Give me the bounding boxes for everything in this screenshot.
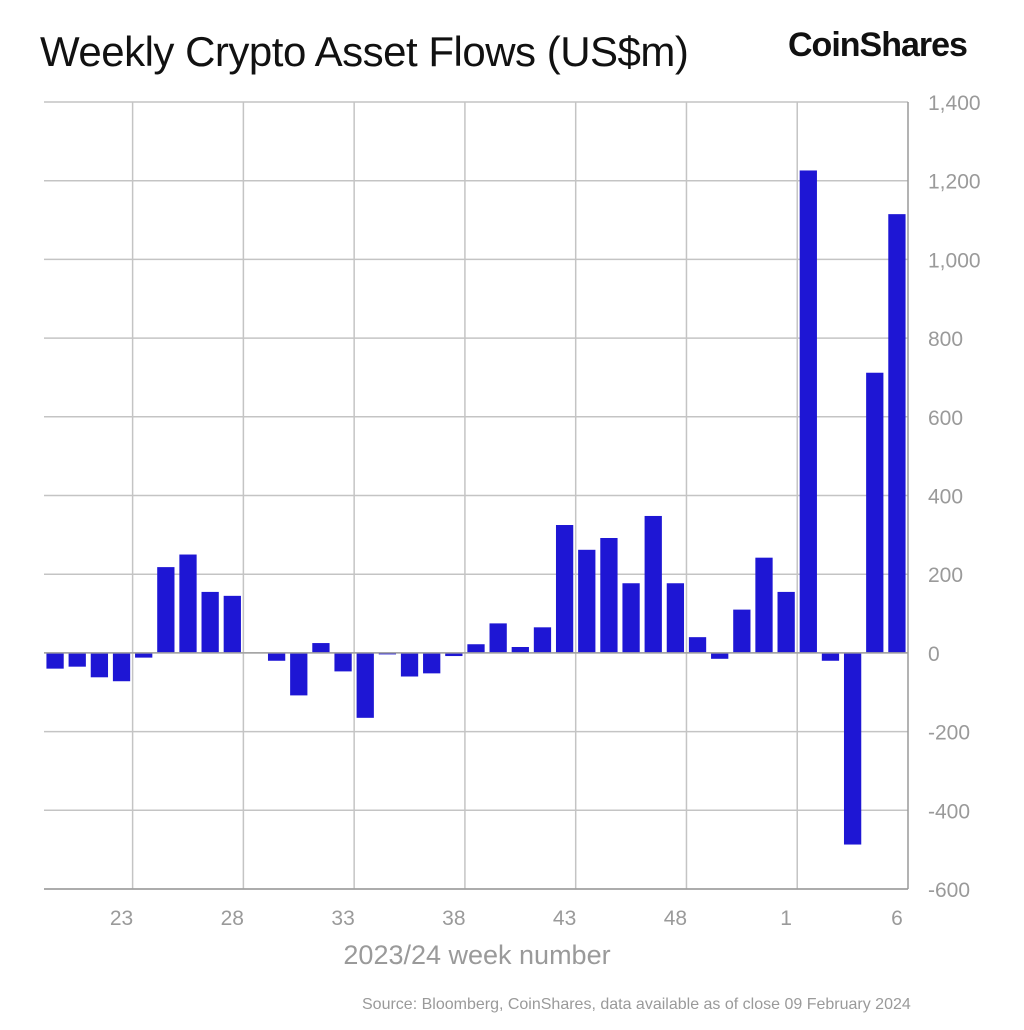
x-axis-label: 2023/24 week number	[343, 940, 610, 970]
tick-labels: 1,400 1,200 1,000 800 600 400 200 0 -200 -400 -600…	[110, 92, 981, 930]
bar	[533, 627, 552, 653]
bar	[467, 644, 485, 653]
bar	[90, 652, 109, 678]
y-tick-label: -200	[928, 722, 970, 745]
y-tick-label: 1,400	[928, 92, 981, 115]
y-tick-label: 1,000	[928, 249, 981, 272]
bar	[843, 652, 862, 845]
bar	[312, 643, 330, 653]
y-tick-label: -600	[928, 879, 970, 902]
bar	[223, 595, 241, 653]
y-tick-label: 0	[928, 643, 940, 666]
bar	[489, 623, 507, 653]
chart-title: Weekly Crypto Asset Flows (US$m)	[40, 28, 689, 75]
bar	[68, 652, 86, 667]
bar	[112, 652, 131, 682]
bar	[733, 609, 751, 653]
x-tick-label: 33	[331, 907, 354, 930]
y-tick-label: 400	[928, 486, 963, 509]
bar	[711, 652, 729, 659]
bar	[267, 652, 286, 661]
x-tick-label: 23	[110, 907, 133, 930]
bar	[445, 652, 463, 657]
bar	[201, 591, 219, 653]
bar	[644, 515, 662, 653]
bar	[666, 583, 685, 653]
bar	[755, 557, 773, 653]
bar	[888, 214, 906, 653]
bar	[46, 652, 64, 669]
bar	[135, 652, 153, 658]
bar	[356, 652, 374, 718]
gridlines	[44, 101, 908, 890]
y-tick-label: 600	[928, 407, 963, 430]
bar	[157, 567, 175, 653]
bar	[688, 637, 707, 653]
bar	[799, 170, 817, 653]
bar	[600, 537, 618, 653]
axes	[44, 102, 909, 890]
x-tick-label: 6	[891, 907, 903, 930]
x-tick-label: 1	[780, 907, 792, 930]
x-tick-label: 43	[553, 907, 576, 930]
bar	[290, 652, 308, 696]
bar	[179, 554, 197, 653]
bar	[511, 646, 529, 653]
y-tick-label: 200	[928, 564, 963, 587]
bar	[555, 525, 574, 653]
source-note: Source: Bloomberg, CoinShares, data avai…	[362, 996, 911, 1013]
x-tick-label: 38	[442, 907, 465, 930]
bar-series	[46, 170, 906, 845]
bar	[777, 591, 795, 653]
bar	[423, 652, 441, 674]
x-tick-label: 48	[664, 907, 687, 930]
y-tick-label: 1,200	[928, 171, 981, 194]
brand-logo: CoinShares	[788, 26, 968, 64]
y-tick-label: 800	[928, 328, 963, 351]
bar	[866, 372, 884, 653]
x-tick-label: 28	[221, 907, 244, 930]
bar	[334, 652, 352, 672]
bar	[578, 549, 596, 653]
y-tick-label: -400	[928, 800, 970, 823]
bar	[821, 652, 840, 661]
bar	[400, 652, 419, 677]
bar	[622, 583, 640, 653]
